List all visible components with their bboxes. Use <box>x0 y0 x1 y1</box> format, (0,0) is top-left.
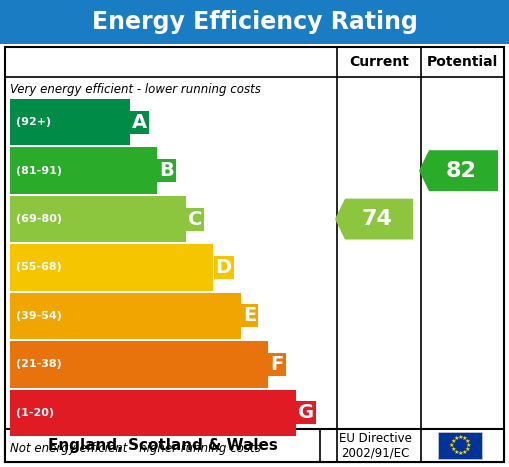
Text: (39-54): (39-54) <box>16 311 62 321</box>
Text: ★: ★ <box>453 436 459 441</box>
Bar <box>5 47 504 462</box>
Text: (69-80): (69-80) <box>16 214 62 224</box>
Text: Potential: Potential <box>427 55 498 69</box>
Text: 74: 74 <box>361 209 392 229</box>
Text: E: E <box>243 306 256 325</box>
Text: C: C <box>188 210 203 228</box>
Text: ★: ★ <box>457 451 463 456</box>
Bar <box>10 389 296 436</box>
Text: EU Directive
2002/91/EC: EU Directive 2002/91/EC <box>338 432 411 460</box>
Text: ★: ★ <box>461 450 467 455</box>
Text: G: G <box>298 403 314 422</box>
Bar <box>0 0 509 44</box>
Text: (55-68): (55-68) <box>16 262 62 273</box>
Text: (21-38): (21-38) <box>16 360 62 369</box>
Text: ★: ★ <box>453 450 459 455</box>
Text: ★: ★ <box>465 443 471 448</box>
Text: ★: ★ <box>464 439 470 444</box>
Text: ★: ★ <box>464 447 470 452</box>
Bar <box>10 244 213 291</box>
Text: Very energy efficient - lower running costs: Very energy efficient - lower running co… <box>10 83 261 96</box>
Polygon shape <box>419 150 498 191</box>
Bar <box>438 432 482 459</box>
Bar <box>10 196 186 242</box>
Text: Energy Efficiency Rating: Energy Efficiency Rating <box>92 10 417 34</box>
Text: ★: ★ <box>461 436 467 441</box>
Text: F: F <box>270 355 284 374</box>
Text: (81-91): (81-91) <box>16 166 62 176</box>
Bar <box>10 148 157 194</box>
Bar <box>10 99 129 145</box>
Text: (92+): (92+) <box>16 117 51 127</box>
Text: ★: ★ <box>450 447 456 452</box>
Bar <box>5 429 504 462</box>
Text: B: B <box>159 161 174 180</box>
Text: 82: 82 <box>446 161 477 181</box>
Text: ★: ★ <box>449 443 455 448</box>
Text: (1-20): (1-20) <box>16 408 54 418</box>
Text: A: A <box>131 113 147 132</box>
Bar <box>10 293 241 339</box>
Text: ★: ★ <box>450 439 456 444</box>
Text: ★: ★ <box>457 435 463 440</box>
Text: Current: Current <box>349 55 409 69</box>
Text: D: D <box>215 258 232 277</box>
Polygon shape <box>335 198 413 240</box>
Bar <box>10 341 268 388</box>
Text: Not energy efficient - higher running costs: Not energy efficient - higher running co… <box>10 442 261 455</box>
Text: England, Scotland & Wales: England, Scotland & Wales <box>47 438 277 453</box>
